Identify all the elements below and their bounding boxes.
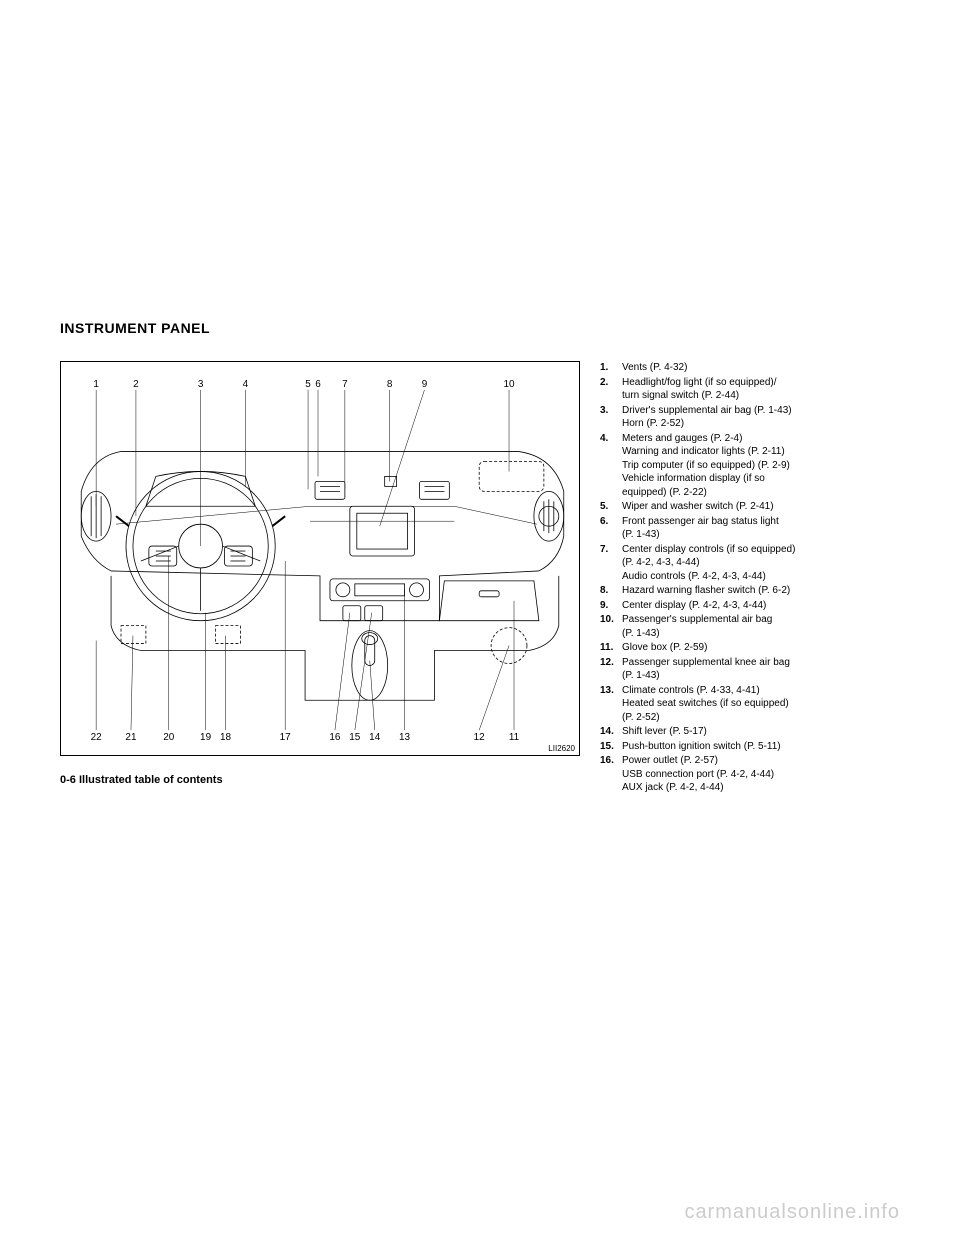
legend-text: Front passenger air bag status light(P. … [622,515,900,542]
legend-number: 10. [600,613,622,640]
legend-item: 2.Headlight/fog light (if so equipped)/t… [600,376,900,403]
legend-item: 15.Push-button ignition switch (P. 5-11) [600,740,900,754]
legend-number: 2. [600,376,622,403]
diagram-container: 12345678910 [60,361,580,796]
svg-text:12: 12 [474,732,486,743]
legend-item: 3.Driver's supplemental air bag (P. 1-43… [600,404,900,431]
watermark: carmanualsonline.info [684,1201,900,1224]
svg-text:1: 1 [93,379,99,390]
svg-text:13: 13 [399,732,411,743]
svg-text:11: 11 [509,732,520,743]
legend-number: 16. [600,754,622,795]
legend-text: Wiper and washer switch (P. 2-41) [622,500,900,514]
legend-text: Glove box (P. 2-59) [622,641,900,655]
svg-text:3: 3 [198,379,204,390]
legend-text: Center display controls (if so equipped)… [622,543,900,584]
svg-text:9: 9 [422,379,428,390]
legend-item: 9.Center display (P. 4-2, 4-3, 4-44) [600,599,900,613]
legend-number: 15. [600,740,622,754]
svg-text:10: 10 [504,379,516,390]
legend-number: 1. [600,361,622,375]
legend-number: 8. [600,584,622,598]
legend-number: 5. [600,500,622,514]
legend-text: Climate controls (P. 4-33, 4-41)Heated s… [622,684,900,725]
legend-item: 6.Front passenger air bag status light(P… [600,515,900,542]
legend-list: 1.Vents (P. 4-32)2.Headlight/fog light (… [600,361,900,796]
svg-text:18: 18 [220,732,232,743]
legend-text: Shift lever (P. 5-17) [622,725,900,739]
legend-text: Push-button ignition switch (P. 5-11) [622,740,900,754]
legend-number: 7. [600,543,622,584]
legend-item: 4.Meters and gauges (P. 2-4)Warning and … [600,432,900,500]
diagram-code: LII2620 [548,744,575,753]
svg-text:6: 6 [315,379,321,390]
svg-text:14: 14 [369,732,381,743]
svg-text:5: 5 [305,379,311,390]
svg-text:7: 7 [342,379,348,390]
legend-text: Meters and gauges (P. 2-4)Warning and in… [622,432,900,500]
legend-text: Hazard warning flasher switch (P. 6-2) [622,584,900,598]
page-footer: 0-6 Illustrated table of contents [60,774,580,786]
legend-item: 13.Climate controls (P. 4-33, 4-41)Heate… [600,684,900,725]
svg-text:22: 22 [91,732,103,743]
svg-text:15: 15 [349,732,361,743]
legend-item: 12.Passenger supplemental knee air bag(P… [600,656,900,683]
legend-text: Headlight/fog light (if so equipped)/tur… [622,376,900,403]
legend-number: 13. [600,684,622,725]
svg-text:2: 2 [133,379,139,390]
legend-number: 9. [600,599,622,613]
svg-text:17: 17 [280,732,292,743]
legend-text: Power outlet (P. 2-57)USB connection por… [622,754,900,795]
svg-text:8: 8 [387,379,393,390]
svg-text:19: 19 [200,732,212,743]
main-layout: 12345678910 [60,361,900,796]
legend-text: Passenger supplemental knee air bag(P. 1… [622,656,900,683]
legend-item: 10.Passenger's supplemental air bag(P. 1… [600,613,900,640]
legend-number: 14. [600,725,622,739]
legend-item: 16.Power outlet (P. 2-57)USB connection … [600,754,900,795]
legend-text: Passenger's supplemental air bag(P. 1-43… [622,613,900,640]
legend-item: 1.Vents (P. 4-32) [600,361,900,375]
legend-item: 8.Hazard warning flasher switch (P. 6-2) [600,584,900,598]
legend-text: Center display (P. 4-2, 4-3, 4-44) [622,599,900,613]
legend-item: 11.Glove box (P. 2-59) [600,641,900,655]
legend-item: 5.Wiper and washer switch (P. 2-41) [600,500,900,514]
section-title: INSTRUMENT PANEL [60,320,900,336]
dashboard-diagram: 12345678910 [61,362,579,755]
svg-text:16: 16 [329,732,341,743]
legend-item: 14.Shift lever (P. 5-17) [600,725,900,739]
legend-text: Vents (P. 4-32) [622,361,900,375]
legend-number: 11. [600,641,622,655]
legend-number: 6. [600,515,622,542]
legend-number: 12. [600,656,622,683]
diagram-box: 12345678910 [60,361,580,756]
svg-text:4: 4 [243,379,249,390]
legend-number: 3. [600,404,622,431]
svg-text:20: 20 [163,732,175,743]
legend-item: 7.Center display controls (if so equippe… [600,543,900,584]
svg-text:21: 21 [125,732,137,743]
legend-number: 4. [600,432,622,500]
legend-text: Driver's supplemental air bag (P. 1-43)H… [622,404,900,431]
